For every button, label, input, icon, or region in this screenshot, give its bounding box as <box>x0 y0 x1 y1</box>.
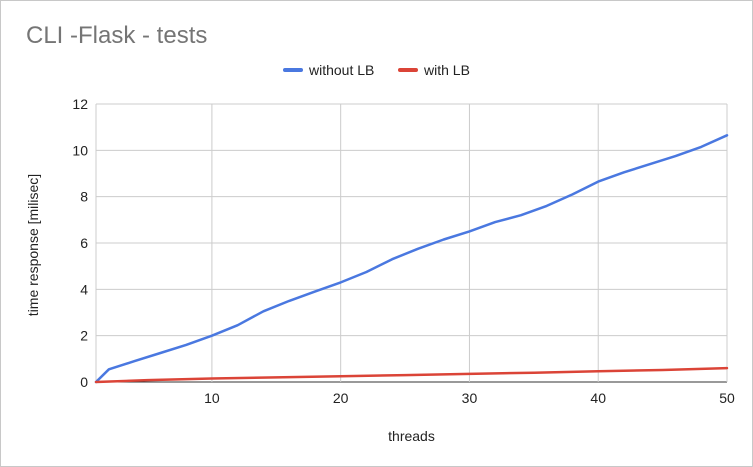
y-tick-label: 12 <box>72 96 88 112</box>
chart-title: CLI -Flask - tests <box>26 22 208 49</box>
gridlines <box>95 103 728 383</box>
y-tick-label: 8 <box>80 189 88 205</box>
y-tick-label: 10 <box>72 142 88 158</box>
y-tick-label: 2 <box>80 328 88 344</box>
y-tick-label: 4 <box>80 281 88 297</box>
series-lines <box>94 134 729 384</box>
x-tick-label: 10 <box>204 390 220 406</box>
tick-labels: 0 2 4 6 8 10 12 10 20 30 40 50 <box>72 96 735 406</box>
x-tick-label: 30 <box>462 390 478 406</box>
y-tick-label: 6 <box>80 235 88 251</box>
x-tick-label: 50 <box>719 390 735 406</box>
legend: without LB with LB <box>283 62 470 78</box>
x-tick-label: 20 <box>333 390 349 406</box>
series-line-1 <box>94 134 729 384</box>
x-axis-title: threads <box>388 428 435 444</box>
series-line-2 <box>94 366 729 384</box>
y-tick-label: 0 <box>80 374 88 390</box>
legend-label-2: with LB <box>423 62 470 78</box>
y-axis-title: time response [milisec] <box>25 174 41 316</box>
legend-label-1: without LB <box>308 62 374 78</box>
x-tick-label: 40 <box>590 390 606 406</box>
